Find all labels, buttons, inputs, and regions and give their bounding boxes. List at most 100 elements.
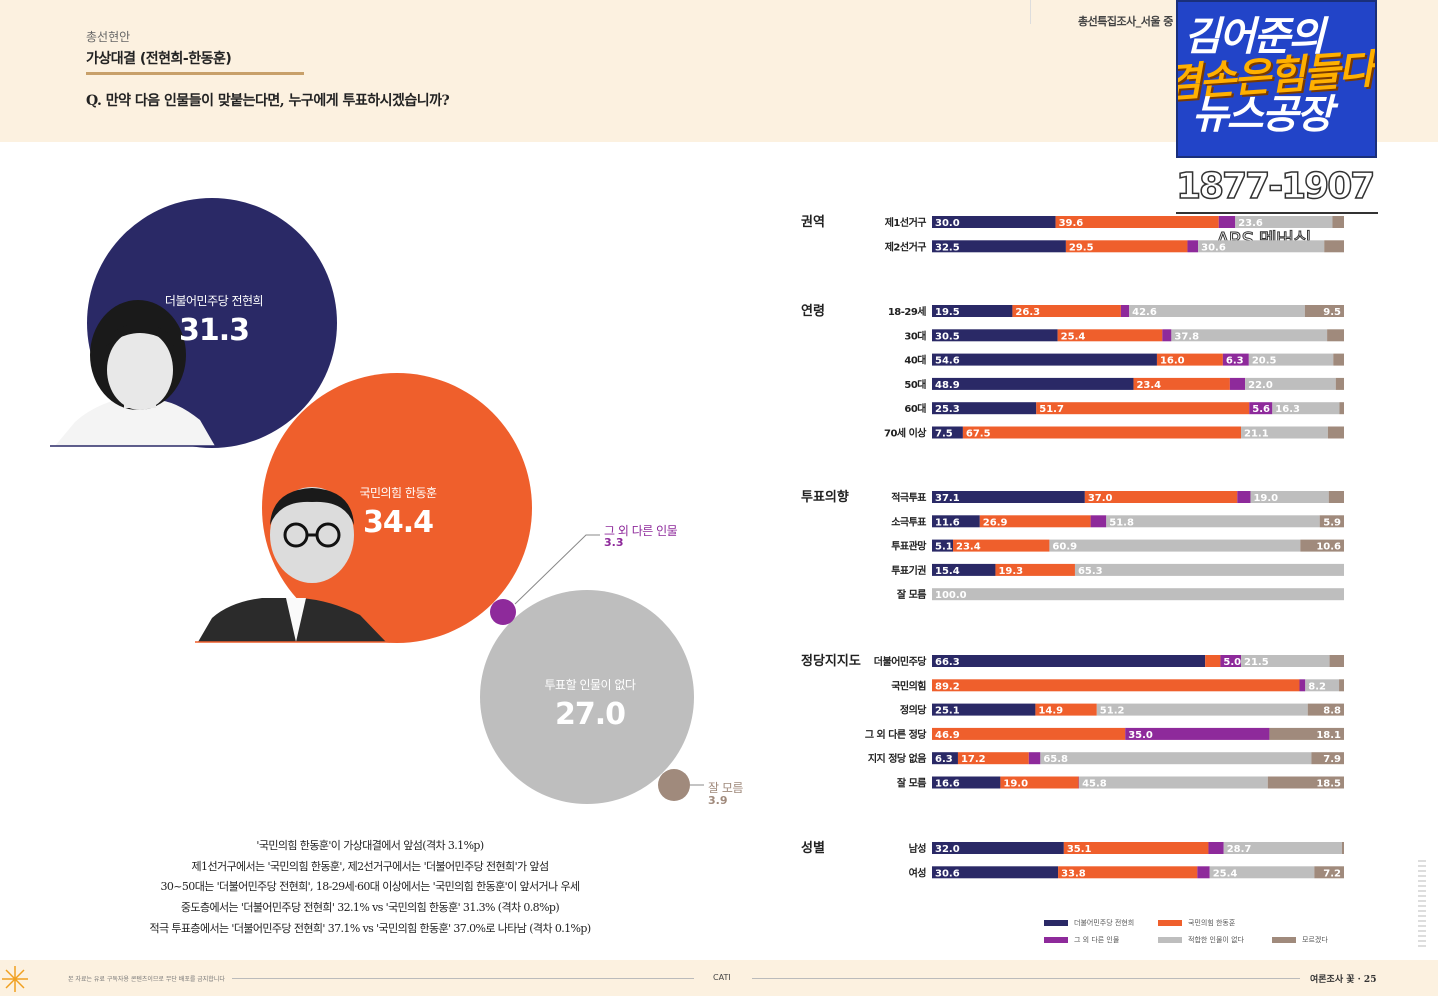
- summary: '국민의힘 한동훈'이 가상대결에서 앞섬(격차 3.1%p) 제1선거구에서는…: [90, 836, 650, 940]
- bar-segment: [1267, 776, 1344, 789]
- other-label: 그 외 다른 인물: [604, 524, 678, 538]
- bar-segment: [932, 515, 980, 528]
- bar-value-label: 5.6: [1252, 404, 1270, 415]
- phone-rule: [1176, 212, 1378, 214]
- row-label: 투표기권: [891, 564, 926, 577]
- bar-segment: [1205, 655, 1221, 667]
- row-label: 지지 정당 없음: [868, 752, 926, 765]
- other-value: 3.3: [604, 536, 624, 549]
- bar-value-label: 30.5: [935, 331, 960, 342]
- bar-value-label: 30.6: [935, 868, 960, 879]
- bar-value-label: 30.6: [1201, 242, 1226, 253]
- bar-value-label: 18.1: [1316, 730, 1341, 741]
- bar-segment: [1133, 377, 1230, 390]
- bar-value-label: 39.6: [1059, 218, 1084, 229]
- bar-value-label: 25.3: [935, 404, 960, 415]
- bubble-dk: [658, 769, 690, 801]
- bar-segment: [1304, 305, 1344, 317]
- bar-value-label: 26.9: [983, 517, 1008, 528]
- legend-item: 그 외 다른 인물: [1044, 935, 1119, 945]
- row-label: 투표관망: [891, 540, 927, 553]
- bar-value-label: 51.2: [1100, 706, 1125, 717]
- footer-method: CATI: [713, 973, 731, 982]
- bar-value-label: 60.9: [1052, 542, 1077, 553]
- bar-value-label: 25.4: [1061, 331, 1086, 342]
- jeon-name: 더불어민주당 전현희: [164, 294, 264, 308]
- row-label: 그 외 다른 정당: [865, 728, 927, 741]
- bar-value-label: 19.5: [935, 307, 960, 318]
- bar-value-label: 48.9: [935, 380, 960, 391]
- bubble-label-none: 투표할 인물이 없다 27.0: [528, 676, 652, 732]
- bar-value-label: 19.3: [998, 566, 1023, 577]
- sunburst-icon: [2, 966, 28, 992]
- legend-swatch: [1044, 937, 1068, 943]
- bar-value-label: 35.0: [1128, 730, 1153, 741]
- footer-note: 본 자료는 유료 구독자용 콘텐츠이므로 무단 배포를 금지합니다: [68, 976, 225, 983]
- bar-segment: [1096, 703, 1308, 716]
- bar-segment: [932, 402, 1037, 415]
- row-label: 40대: [904, 354, 926, 367]
- bar-segment: [1065, 240, 1188, 253]
- title-rule: [86, 72, 304, 75]
- bar-value-label: 65.3: [1078, 566, 1103, 577]
- bar-value-label: 100.0: [935, 590, 967, 601]
- group-title: 성별: [801, 840, 825, 856]
- row-label: 50대: [904, 378, 926, 391]
- bar-value-label: 14.9: [1038, 706, 1063, 717]
- summary-line: 제1선거구에서는 '국민의힘 한동훈', 제2선거구에서는 '더불어민주당 전현…: [191, 859, 550, 873]
- bubble-label-jeon: 더불어민주당 전현희 31.3: [152, 292, 276, 348]
- survey-tag: 총선특집조사_서울 중: [1078, 15, 1173, 28]
- group-title: 정당지지도: [801, 653, 861, 669]
- legend-swatch: [1272, 937, 1296, 943]
- bar-value-label: 16.6: [935, 779, 960, 790]
- bar-segment: [932, 776, 1001, 789]
- bar-value-label: 51.7: [1039, 404, 1064, 415]
- bar-segment: [932, 377, 1134, 390]
- group-title: 투표의향: [801, 489, 849, 505]
- bar-segment: [1300, 539, 1344, 552]
- legend-item: 적합한 인물이 없다: [1158, 935, 1244, 945]
- bar-value-label: 10.6: [1316, 542, 1341, 553]
- dk-value: 3.9: [708, 794, 728, 807]
- legend-item: 국민의힘 한동훈: [1158, 918, 1235, 928]
- bar-segment: [1335, 377, 1344, 390]
- bar-segment: [1250, 491, 1329, 503]
- legend-swatch: [1158, 937, 1182, 943]
- bar-segment: [1129, 305, 1305, 317]
- bar-value-label: 9.5: [1323, 307, 1341, 318]
- bar-segment: [1035, 703, 1097, 716]
- summary-line: 30~50대는 '더불어민주당 전현희', 18-29세·60대 이상에서는 '…: [160, 880, 580, 894]
- summary-line: 중도층에서는 '더불어민주당 전현희' 32.1% vs '국민의힘 한동훈' …: [180, 901, 560, 915]
- bar-segment: [1198, 240, 1325, 253]
- bar-segment: [1209, 866, 1315, 879]
- bubble-none: [480, 590, 694, 804]
- none-value: 27.0: [554, 697, 626, 732]
- bubble-label-han: 국민의힘 한동훈 34.4: [336, 484, 460, 540]
- bar-value-label: 19.0: [1003, 779, 1028, 790]
- bar-value-label: 37.1: [935, 493, 960, 504]
- bar-value-label: 23.4: [1136, 380, 1161, 391]
- bar-value-label: 5.0: [1223, 657, 1241, 668]
- bar-segment: [1241, 655, 1330, 667]
- bar-segment: [1327, 329, 1344, 342]
- bar-value-label: 11.6: [935, 517, 960, 528]
- bar-segment: [932, 491, 1085, 503]
- bar-segment: [1090, 515, 1107, 528]
- legend-label: 국민의힘 한동훈: [1188, 919, 1236, 927]
- bar-value-label: 8.2: [1308, 681, 1326, 692]
- vertical-note: [1418, 860, 1426, 950]
- bar-value-label: 17.2: [961, 754, 986, 765]
- bar-value-label: 46.9: [935, 730, 960, 741]
- row-label: 여성: [909, 866, 927, 879]
- bar-value-label: 45.8: [1082, 779, 1107, 790]
- bar-value-label: 65.8: [1043, 754, 1068, 765]
- bar-value-label: 32.5: [935, 242, 960, 253]
- row-label: 정의당: [900, 704, 927, 717]
- bar-segment: [932, 305, 1013, 317]
- bar-segment: [1269, 727, 1344, 740]
- bar-segment: [1058, 866, 1198, 879]
- row-label: 30대: [904, 329, 926, 342]
- chart-legend: 더불어민주당 전현희 국민의힘 한동훈 그 외 다른 인물 적합한 인물이 없다…: [1044, 916, 1374, 948]
- bar-segment: [1327, 426, 1344, 439]
- bar-value-label: 89.2: [935, 681, 960, 692]
